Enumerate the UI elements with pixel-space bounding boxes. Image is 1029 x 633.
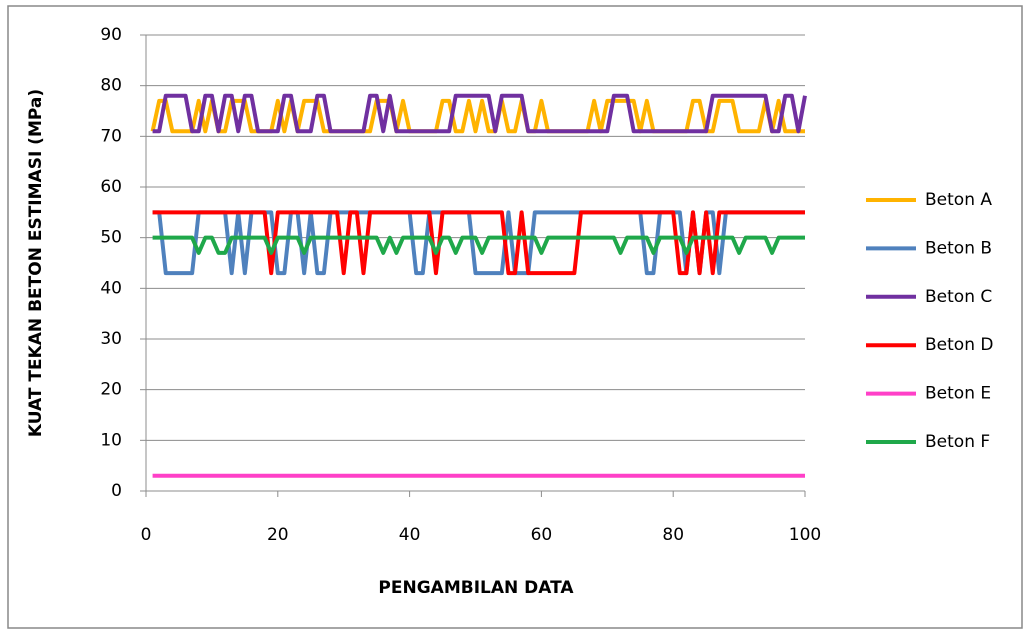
series-line — [152, 235, 805, 255]
x-tick-label: 100 — [789, 525, 821, 545]
legend-label: Beton C — [925, 287, 992, 307]
x-tick-label: 60 — [531, 525, 553, 545]
y-tick-label: 60 — [100, 177, 122, 197]
legend-label: Beton D — [925, 335, 993, 355]
legend-label: Beton B — [925, 238, 992, 258]
x-tick-label: 80 — [662, 525, 684, 545]
series-line — [152, 210, 805, 276]
legend-label: Beton A — [925, 190, 992, 210]
y-tick-label: 40 — [100, 278, 122, 298]
y-tick-label: 90 — [100, 25, 122, 45]
y-tick-label: 70 — [100, 126, 122, 146]
y-tick-label: 50 — [100, 228, 122, 248]
series-line — [152, 93, 807, 134]
legend-label: Beton E — [925, 384, 991, 404]
y-tick-label: 20 — [100, 380, 122, 400]
y-tick-label: 10 — [100, 430, 122, 450]
y-tick-label: 30 — [100, 329, 122, 349]
x-tick-label: 20 — [267, 525, 289, 545]
y-tick-label: 0 — [111, 481, 122, 501]
x-axis-label: PENGAMBILAN DATA — [378, 578, 574, 598]
x-tick-label: 0 — [141, 525, 152, 545]
chart-frame — [7, 5, 1023, 629]
legend-label: Beton F — [925, 432, 990, 452]
y-tick-label: 80 — [100, 76, 122, 96]
x-tick-label: 40 — [399, 525, 421, 545]
y-axis-label: KUAT TEKAN BETON ESTIMASI (MPa) — [26, 89, 46, 437]
